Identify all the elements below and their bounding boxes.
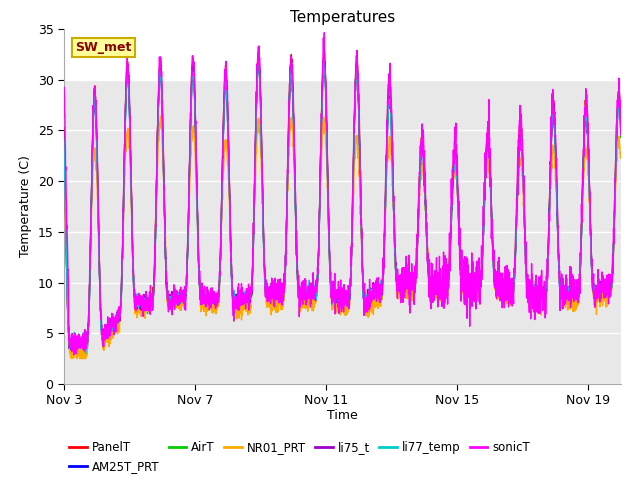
Bar — [64, 29, 621, 80]
Text: SW_met: SW_met — [75, 41, 131, 54]
X-axis label: Time: Time — [327, 409, 358, 422]
Title: Temperatures: Temperatures — [290, 10, 395, 25]
Legend: PanelT, AM25T_PRT, AirT, NR01_PRT, li75_t, li77_temp, sonicT: PanelT, AM25T_PRT, AirT, NR01_PRT, li75_… — [65, 436, 534, 478]
Y-axis label: Temperature (C): Temperature (C) — [19, 156, 32, 257]
